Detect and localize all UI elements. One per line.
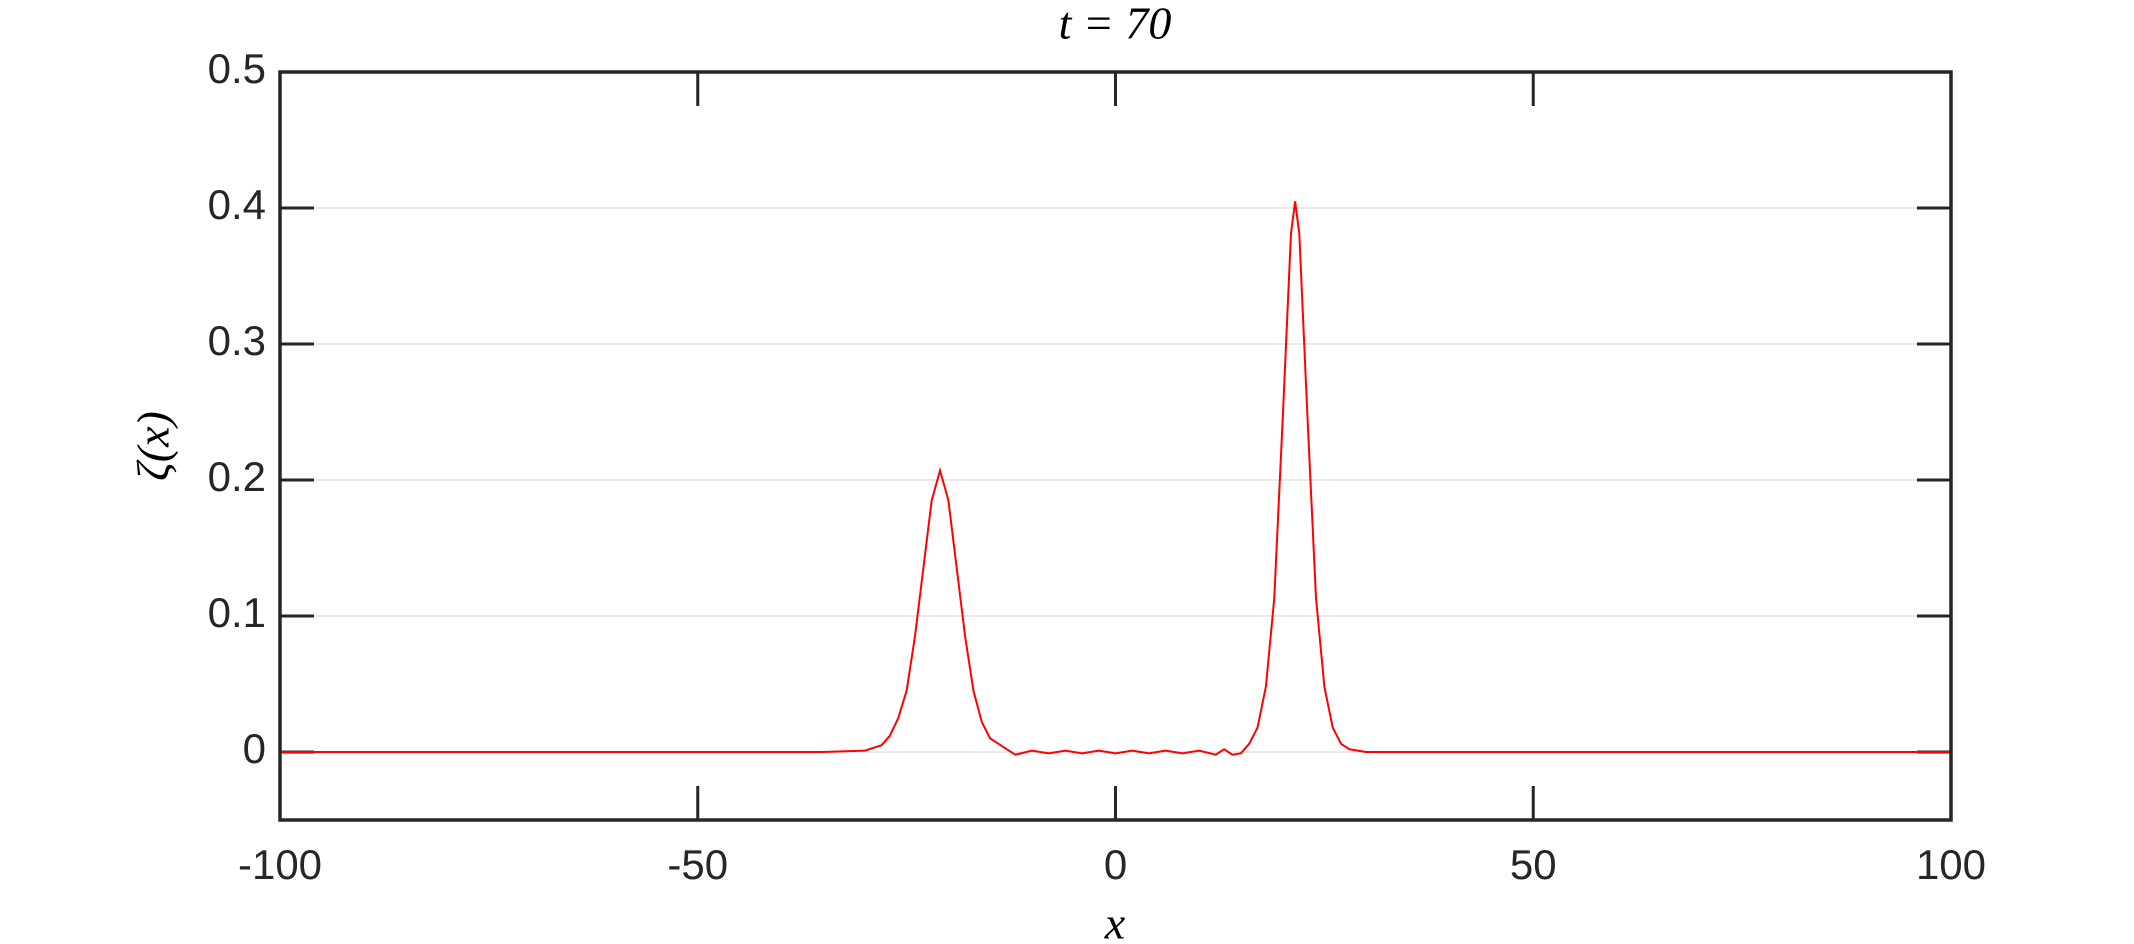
x-axis-label: x xyxy=(1104,898,1126,944)
y-tick-label: 0 xyxy=(243,725,266,772)
x-tick-label: -50 xyxy=(667,841,728,888)
y-tick-label: 0.3 xyxy=(208,317,266,364)
y-tick-label: 0.1 xyxy=(208,589,266,636)
x-tick-label: 50 xyxy=(1510,841,1557,888)
x-tick-label: -100 xyxy=(238,841,322,888)
y-tick-label: 0.2 xyxy=(208,453,266,500)
y-tick-label: 0.4 xyxy=(208,181,266,228)
data-line xyxy=(280,201,1951,756)
x-tick-label: 100 xyxy=(1916,841,1986,888)
y-axis-label: ζ(x) xyxy=(128,411,179,481)
chart-title: t = 70 xyxy=(1059,0,1172,49)
x-tick-label: 0 xyxy=(1104,841,1127,888)
y-tick-label: 0.5 xyxy=(208,45,266,92)
plot-frame xyxy=(278,70,1953,822)
